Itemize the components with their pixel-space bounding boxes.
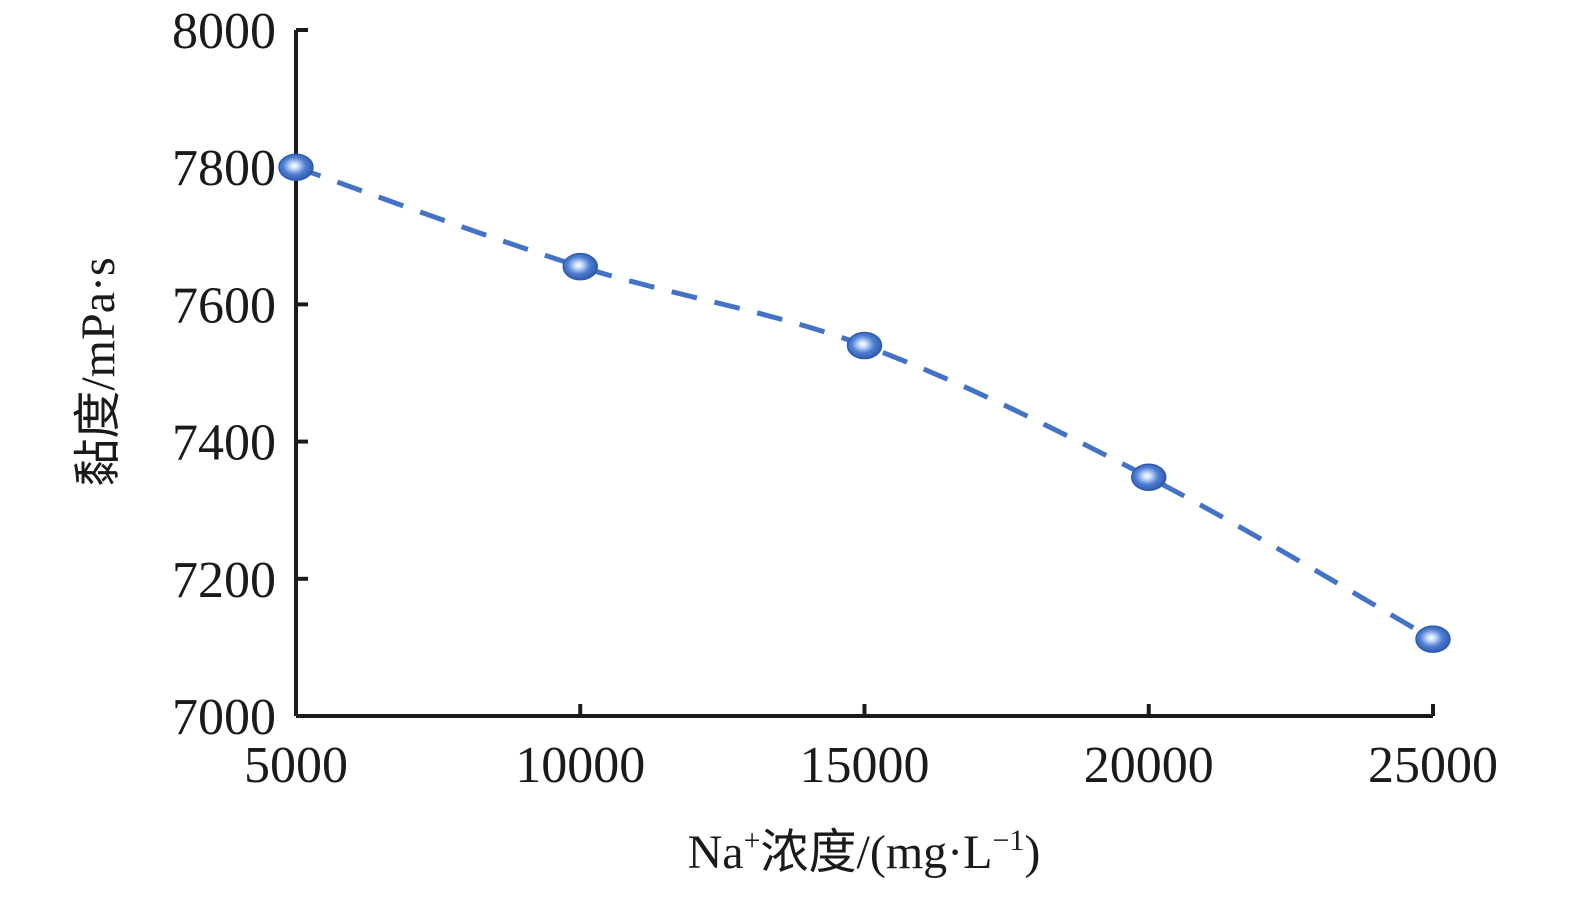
data-point-marker	[1131, 463, 1167, 492]
x-ticks: 5000 10000 15000 20000 25000	[244, 704, 1498, 794]
y-tick-label: 7200	[172, 552, 276, 609]
y-tick-label: 7400	[172, 415, 276, 472]
x-tick-label: 10000	[515, 737, 645, 794]
y-tick-label: 7600	[172, 277, 276, 334]
x-tick-label: 15000	[800, 737, 930, 794]
data-point-marker	[278, 153, 314, 181]
axes	[294, 30, 1433, 718]
data-point-marker	[1415, 625, 1451, 653]
x-tick-label: 5000	[244, 737, 348, 794]
y-axis-title: 黏度/mPa·s	[72, 257, 125, 486]
x-axis-title: Na+浓度/(mg·L−1)	[688, 824, 1041, 879]
y-tick-label: 8000	[172, 3, 276, 60]
y-tick-label: 7800	[172, 140, 276, 197]
data-point-marker	[562, 252, 598, 281]
series-line	[295, 164, 1435, 642]
y-tick-label: 7000	[172, 689, 276, 746]
series-group	[278, 153, 1451, 653]
data-point-marker	[846, 331, 883, 360]
y-ticks: 7000 7200 7400 7600 7800 8000	[172, 3, 308, 746]
x-axis-title-unit-superscript: −1	[992, 824, 1024, 857]
x-tick-label: 25000	[1368, 737, 1498, 794]
x-axis-title-superscript: +	[744, 824, 761, 857]
x-tick-label: 20000	[1084, 737, 1214, 794]
